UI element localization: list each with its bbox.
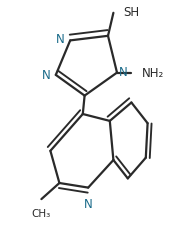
- Text: N: N: [42, 69, 50, 82]
- Text: CH₃: CH₃: [31, 208, 50, 218]
- Text: SH: SH: [123, 6, 140, 19]
- Text: NH₂: NH₂: [142, 67, 165, 80]
- Text: N: N: [84, 197, 93, 210]
- Text: N: N: [119, 66, 128, 79]
- Text: N: N: [56, 33, 65, 45]
